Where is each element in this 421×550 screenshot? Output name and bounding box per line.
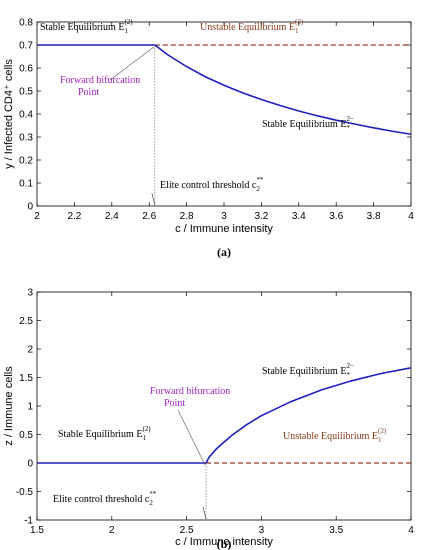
y-tick-label: 0.7 <box>19 41 33 52</box>
label-forward-bifurcation: Forward bifurcation <box>150 386 230 397</box>
plot-frame <box>36 21 412 207</box>
x-axis-label: c / Immune intensity <box>175 536 273 548</box>
label-unstable-equilibrium: Unstable Equilibrium E1(2) <box>200 18 304 35</box>
x-tick-label: 3.8 <box>367 211 381 222</box>
label-forward-bifurcation: Point <box>164 398 185 409</box>
x-tick-label: 2.6 <box>142 211 156 222</box>
x-tick-label: 2.8 <box>180 211 194 222</box>
x-tick-label: 4 <box>408 525 414 536</box>
y-tick-label: 0.8 <box>19 18 33 29</box>
y-tick-label: 0.5 <box>19 430 33 441</box>
x-tick-label: 4 <box>408 211 414 222</box>
y-tick-label: 3 <box>27 288 33 299</box>
label-elite-control-threshold: Elite control threshold c2** <box>53 490 157 507</box>
threshold-arrow <box>151 192 156 206</box>
label-stable-equilibrium-left: Stable Equilibrium E1(2) <box>40 18 133 35</box>
label-elite-control-threshold: Elite control threshold c2** <box>160 176 264 193</box>
y-axis-label: y / Infected CD4⁺ cells <box>3 59 15 169</box>
chart-panel-b: 1.5 2 2.5 3 3.5 4 -1 -0.5 0 0.5 1 1.5 2 2.5 3 Stable Eq… <box>3 288 414 549</box>
y-tick-label: -0.5 <box>16 487 34 498</box>
x-axis-label: c / Immune intensity <box>175 223 273 235</box>
x-tick-label: 2 <box>34 211 40 222</box>
stable-branch-line-2 <box>205 367 412 464</box>
y-tick-label: 2.5 <box>19 316 33 327</box>
y-tick-label: 0.2 <box>19 156 33 167</box>
x-tick-label: 3.5 <box>329 525 343 536</box>
x-tick-label: 3.2 <box>254 211 268 222</box>
x-tick-label: 2.2 <box>67 211 81 222</box>
x-tick-label: 3.4 <box>292 211 306 222</box>
label-stable-equilibrium-left: Stable Equilibrium E1(2) <box>58 425 151 442</box>
y-tick-label: 2 <box>27 345 33 356</box>
label-unstable-equilibrium: Unstable Equilibrium E1(2) <box>283 427 387 444</box>
y-tick-label: 1 <box>27 402 33 413</box>
y-tick-label: 0.6 <box>19 64 33 75</box>
y-tick-label: 0.1 <box>19 179 33 190</box>
x-tick-label: 2 <box>109 525 115 536</box>
bifurcation-arrow <box>109 46 154 81</box>
x-tick-label: 3 <box>259 525 265 536</box>
y-tick-label: 0.4 <box>19 110 33 121</box>
y-tick-label: 0 <box>27 202 33 213</box>
panel-label-a: (a) <box>217 245 231 259</box>
threshold-arrow <box>202 506 207 520</box>
label-forward-bifurcation: Point <box>78 87 99 98</box>
y-tick-label: 0.5 <box>19 87 33 98</box>
x-tick-label: 3.6 <box>329 211 343 222</box>
y-axis-label: z / Immune cells <box>3 366 15 446</box>
label-forward-bifurcation: Forward bifurcation <box>60 75 140 86</box>
y-tick-label: -1 <box>24 516 33 527</box>
y-tick-label: 1.5 <box>19 373 33 384</box>
panel-label-b: (b) <box>217 537 232 550</box>
label-stable-equilibrium-curve: Stable Equilibrium E*2− <box>262 362 354 379</box>
x-tick-label: 2.4 <box>105 211 119 222</box>
label-stable-equilibrium-curve: Stable Equilibrium E*2− <box>262 115 354 132</box>
stable-branch-line-2 <box>154 44 412 136</box>
y-tick-label: 0.3 <box>19 133 33 144</box>
x-tick-label: 3 <box>221 211 227 222</box>
y-tick-label: 0 <box>27 459 33 470</box>
bifurcation-arrow <box>177 409 206 466</box>
chart-panel-a: 2 2.2 2.4 2.6 2.8 3 3.2 3.4 3.6 3.8 4 0 0.1 0.2 0.3 0.4… <box>3 18 414 260</box>
x-tick-label: 1.5 <box>30 525 44 536</box>
plot-frame <box>36 291 412 521</box>
x-tick-label: 2.5 <box>180 525 194 536</box>
